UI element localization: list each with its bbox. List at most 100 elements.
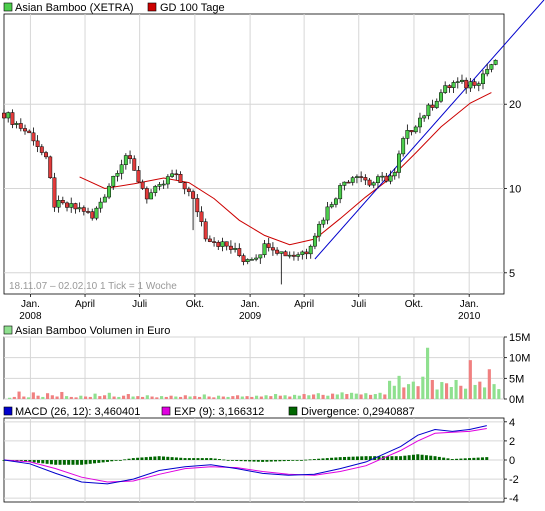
divergence-bar [149,456,153,460]
macd-line [3,425,487,485]
candle-body [304,251,309,255]
candle-body [182,182,187,190]
candle-body [451,82,456,88]
candle-body [60,200,65,204]
gd100-line [79,92,492,246]
divergence-bar [32,460,36,463]
trendline [314,0,545,260]
volume-bar [50,395,54,399]
volume-bar [411,381,415,399]
candle-body [270,247,275,251]
divergence-bar [226,460,230,461]
candle-body [464,79,469,89]
gd100-layer [79,92,492,246]
volume-bar [269,396,273,399]
price-legend-label-2: GD 100 Tage [160,2,225,14]
candle-body [418,117,422,128]
volume-bar [454,379,458,399]
volume-bar [459,385,463,399]
divergence-bar [200,458,204,460]
volume-bar [84,396,88,399]
divergence-bar [256,460,260,462]
divergence-bar [71,460,75,465]
divergence-bar [394,456,398,460]
volume-bar [478,381,482,399]
divergence-bar [110,460,114,462]
divergence-bar [480,457,484,460]
divergence-bar [131,458,135,460]
divergence-bar [153,456,157,460]
divergence-bar [317,458,321,460]
divergence-bar [101,460,105,463]
volume-bar [131,396,135,399]
candle-body [119,164,124,174]
divergence-bar [377,456,381,460]
price-x-tick-label: Jan. [460,299,479,310]
divergence-bar [429,455,433,460]
candle-body [485,69,490,75]
divergence-bar [118,460,122,461]
candle-body [14,123,19,125]
volume-bar [483,387,487,399]
divergence-bar [304,459,308,461]
divergence-bar [93,460,97,464]
volume-bar [150,396,154,399]
candle-body [115,173,120,177]
volume-bar [22,396,26,399]
divergence-legend-swatch [288,406,298,416]
candle-body [329,204,334,208]
macd-line-layer [3,425,487,485]
divergence-bar [218,459,222,460]
divergence-bar [360,456,364,460]
divergence-legend-label: Divergence: 0,2940887 [301,406,415,418]
volume-bar [354,393,358,399]
volume-bar [17,391,21,399]
price-x-year-label: 2010 [458,311,481,322]
divergence-bar [325,458,329,460]
divergence-bar [347,456,351,460]
candle-body [350,177,355,183]
volume-bar [373,394,377,399]
volume-bar [350,392,354,399]
divergence-bar [97,460,101,463]
candle-body [359,176,364,178]
candle-body [422,115,427,119]
candle-body [434,100,439,108]
divergence-bar [248,460,252,462]
volume-bar [402,387,406,399]
divergence-bar [80,460,84,465]
candle-body [65,202,69,208]
volume-bar [174,396,178,399]
volume-bar [255,395,259,399]
candle-body [77,207,82,210]
volume-bar [397,375,401,399]
price-y-axis: 5 10 20 [504,99,521,280]
candle-body [388,175,393,182]
divergence-bar [174,457,178,460]
volume-y-tick-label: 15M [509,332,530,344]
divergence-bar-layer [2,454,489,465]
volume-bar [60,391,64,399]
candle-body [262,243,267,256]
candle-body [216,241,221,247]
price-legend-swatch-1 [3,2,13,12]
trendline-layer [314,0,545,260]
divergence-bar [446,458,450,460]
divergence-bar [19,460,23,462]
candle-body [35,140,40,147]
volume-bar [383,394,387,399]
candle-body [321,219,326,225]
divergence-bar [355,456,359,460]
divergence-bar [209,458,213,460]
candle-body [409,130,414,133]
candle-body [52,177,57,208]
volume-bar [122,395,126,399]
candle-body [338,185,343,200]
price-x-tick-label: Jan. [21,299,40,310]
divergence-bar [390,456,394,460]
price-x-tick-label: Juli [351,299,366,310]
divergence-bar [265,460,269,462]
volume-bar [155,397,159,399]
volume-bar [307,395,311,399]
volume-bar [27,397,31,399]
